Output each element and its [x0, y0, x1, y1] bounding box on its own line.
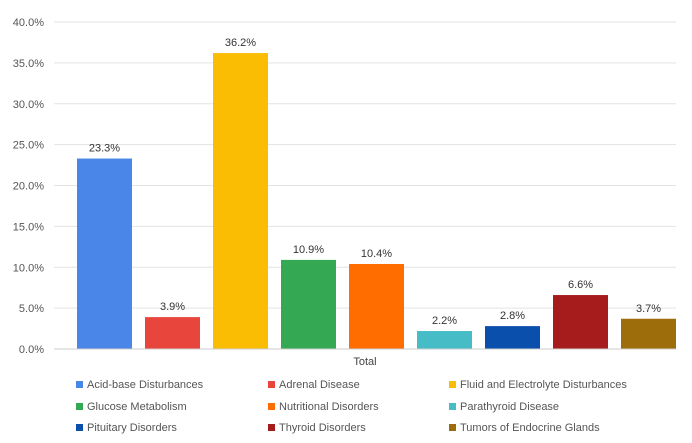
- legend-label: Nutritional Disorders: [279, 401, 379, 413]
- y-tick-label: 30.0%: [13, 99, 44, 111]
- legend-swatch: [76, 381, 83, 388]
- y-tick-label: 35.0%: [13, 58, 44, 70]
- legend-item: Tumors of Endocrine Glands: [449, 422, 600, 434]
- legend-label: Acid-base Disturbances: [87, 379, 204, 391]
- y-tick-label: 20.0%: [13, 181, 44, 193]
- legend-item: Pituitary Disorders: [76, 422, 177, 434]
- x-category-label: Total: [353, 356, 376, 368]
- legend-item: Adrenal Disease: [268, 379, 360, 391]
- y-tick-label: 25.0%: [13, 140, 44, 152]
- data-label: 3.7%: [636, 303, 661, 315]
- legend-label: Glucose Metabolism: [87, 401, 187, 413]
- data-label: 10.4%: [361, 248, 392, 260]
- bar: [485, 326, 540, 349]
- legend-item: Nutritional Disorders: [268, 401, 379, 413]
- legend-label: Adrenal Disease: [279, 379, 360, 391]
- y-tick-label: 10.0%: [13, 262, 44, 274]
- y-axis-ticks: 0.0% 5.0% 10.0% 15.0% 20.0% 25.0% 30.0% 35.0% 40…: [13, 17, 44, 356]
- legend: Acid-base Disturbances Adrenal Disease Flu…: [76, 379, 627, 434]
- data-labels: 23.3% 3.9% 36.2% 10.9% 10.4% 2.2% 2.8% 6.6% 3.7%: [89, 37, 661, 327]
- legend-item: Parathyroid Disease: [449, 401, 559, 413]
- bar: [77, 158, 132, 349]
- bar: [349, 263, 404, 349]
- data-label: 2.8%: [500, 310, 525, 322]
- legend-item: Acid-base Disturbances: [76, 379, 204, 391]
- legend-swatch: [449, 424, 456, 431]
- legend-item: Glucose Metabolism: [76, 401, 187, 413]
- bar: [145, 317, 200, 349]
- bars: [77, 53, 676, 349]
- y-tick-label: 15.0%: [13, 221, 44, 233]
- legend-swatch: [76, 403, 83, 410]
- data-label: 10.9%: [293, 244, 324, 256]
- legend-label: Fluid and Electrolyte Disturbances: [460, 379, 627, 391]
- bar: [417, 331, 472, 349]
- data-label: 2.2%: [432, 315, 457, 327]
- legend-label: Pituitary Disorders: [87, 422, 177, 434]
- data-label: 36.2%: [225, 37, 256, 49]
- legend-label: Tumors of Endocrine Glands: [460, 422, 600, 434]
- legend-item: Fluid and Electrolyte Disturbances: [449, 379, 627, 391]
- legend-swatch: [449, 381, 456, 388]
- legend-swatch: [268, 424, 275, 431]
- y-tick-label: 5.0%: [19, 303, 44, 315]
- bar: [553, 295, 608, 349]
- bar: [213, 53, 268, 349]
- legend-swatch: [268, 381, 275, 388]
- legend-label: Thyroid Disorders: [279, 422, 366, 434]
- bar: [281, 259, 336, 349]
- bar: [621, 318, 676, 349]
- y-tick-label: 0.0%: [19, 344, 44, 356]
- legend-item: Thyroid Disorders: [268, 422, 366, 434]
- legend-swatch: [268, 403, 275, 410]
- y-tick-label: 40.0%: [13, 17, 44, 29]
- gridlines: [54, 21, 676, 309]
- legend-swatch: [76, 424, 83, 431]
- data-label: 3.9%: [160, 301, 185, 313]
- legend-label: Parathyroid Disease: [460, 401, 559, 413]
- data-label: 6.6%: [568, 279, 593, 291]
- data-label: 23.3%: [89, 143, 120, 155]
- legend-swatch: [449, 403, 456, 410]
